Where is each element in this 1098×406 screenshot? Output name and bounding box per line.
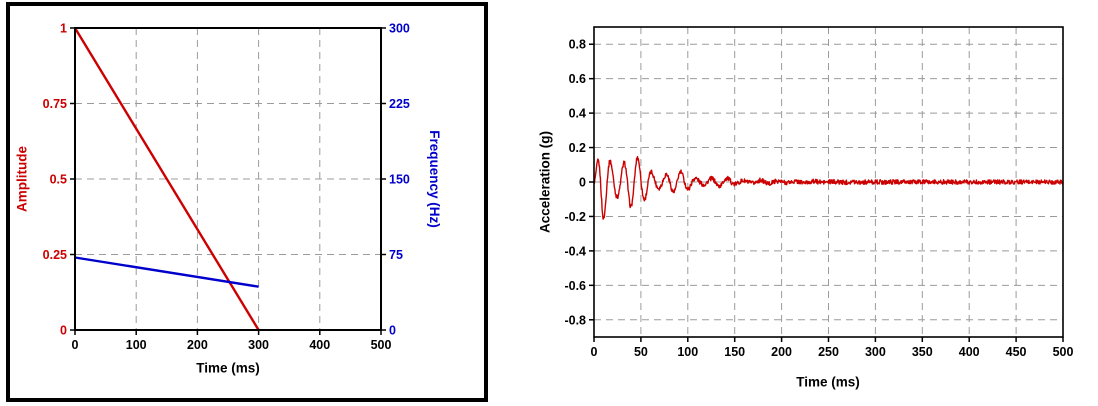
svg-text:500: 500: [371, 338, 392, 352]
svg-text:0.4: 0.4: [569, 107, 586, 121]
acceleration-chart: 0 50 100 150 200 250 300 350 400 450 500 -0.8 -0.6 -0…: [564, 26, 1074, 359]
amplitude-axis-label: Amplitude: [14, 146, 30, 212]
svg-text:200: 200: [771, 345, 792, 359]
svg-text:400: 400: [309, 338, 330, 352]
svg-text:150: 150: [389, 173, 410, 187]
svg-text:0.8: 0.8: [569, 38, 586, 52]
svg-text:0: 0: [389, 324, 396, 338]
svg-text:1: 1: [60, 22, 67, 36]
time-axis-label-right: Time (ms): [796, 374, 860, 390]
svg-text:0.2: 0.2: [569, 141, 586, 155]
svg-text:0: 0: [591, 345, 598, 359]
svg-text:0: 0: [72, 338, 79, 352]
svg-text:350: 350: [912, 345, 933, 359]
svg-text:300: 300: [248, 338, 269, 352]
svg-text:-0.2: -0.2: [564, 210, 586, 224]
svg-text:-0.4: -0.4: [564, 244, 586, 258]
svg-text:0.25: 0.25: [43, 248, 67, 262]
svg-text:0.75: 0.75: [43, 97, 67, 111]
svg-text:225: 225: [389, 97, 410, 111]
svg-text:250: 250: [818, 345, 839, 359]
svg-text:-0.6: -0.6: [564, 279, 586, 293]
svg-text:-0.8: -0.8: [564, 313, 586, 327]
svg-text:0: 0: [60, 324, 67, 338]
acceleration-chart-panel: Acceleration (g) Time (ms) 0 50 100 150 200 2…: [520, 0, 1098, 406]
svg-text:450: 450: [1006, 345, 1027, 359]
svg-text:0.5: 0.5: [50, 173, 67, 187]
frequency-axis-label: Frequency (Hz): [426, 130, 442, 228]
svg-text:100: 100: [677, 345, 698, 359]
time-axis-label-left: Time (ms): [196, 360, 260, 376]
sweep-chart-frame: Amplitude Frequency (Hz) Time (ms) 0 100 2…: [6, 2, 488, 402]
amplitude-frequency-chart: 0 100 200 300 400 50000.250.50.75107515022530…: [43, 22, 410, 353]
svg-text:150: 150: [724, 345, 745, 359]
svg-text:300: 300: [865, 345, 886, 359]
svg-text:0.6: 0.6: [569, 72, 586, 86]
svg-text:50: 50: [634, 345, 648, 359]
svg-text:300: 300: [389, 22, 410, 36]
acceleration-axis-label: Acceleration (g): [537, 130, 553, 234]
svg-text:0: 0: [579, 176, 586, 190]
svg-text:400: 400: [959, 345, 980, 359]
svg-text:200: 200: [187, 338, 208, 352]
svg-text:500: 500: [1053, 345, 1074, 359]
svg-text:100: 100: [126, 338, 147, 352]
svg-text:75: 75: [389, 248, 403, 262]
